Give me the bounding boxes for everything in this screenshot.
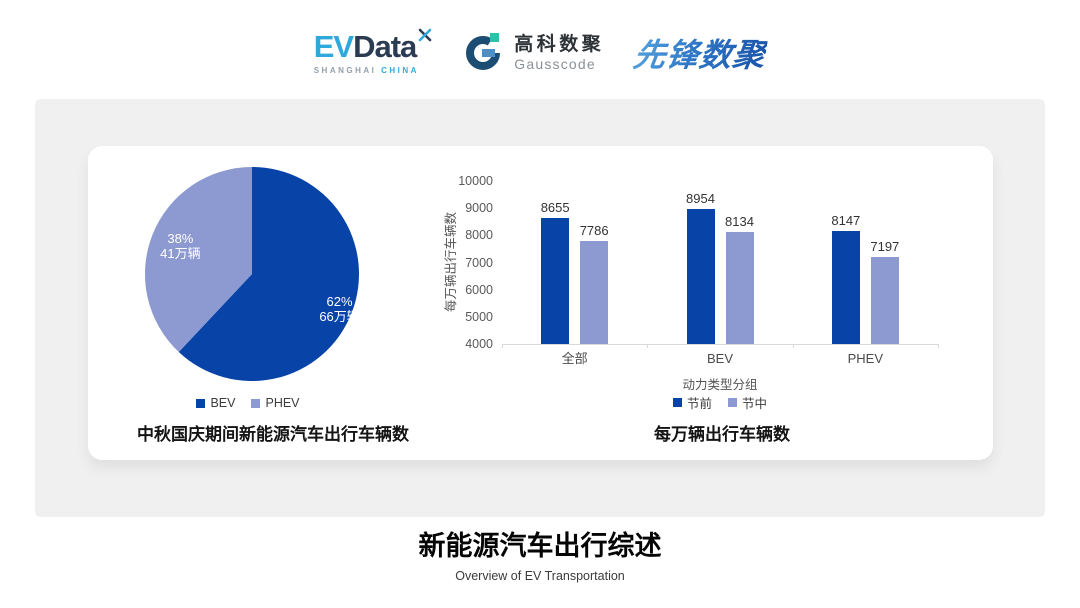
x-axis-line (502, 344, 939, 345)
y-tick-label: 6000 (465, 282, 493, 297)
bar-节中-全部 (580, 241, 609, 344)
legend-label: 节前 (686, 397, 712, 411)
legend-swatch (196, 398, 206, 408)
evdata-data-text: Data (353, 29, 417, 64)
pie-label-phev: 38% 41万辆 (160, 230, 201, 261)
gausscode-en-text: Gausscode (514, 55, 596, 72)
bar-legend: 节前 节中 (600, 393, 840, 412)
bar-节前-BEV (686, 209, 715, 344)
evdata-sub-right: CHINA (381, 66, 419, 75)
footer-subtitle: Overview of EV Transportation (455, 569, 625, 583)
category-label: PHEV (847, 351, 884, 366)
legend-item: 节中 (728, 393, 767, 412)
footer-title: 新能源汽车出行综述 (418, 531, 662, 561)
legend-swatch (251, 398, 261, 408)
bar-value-label: 7786 (579, 223, 609, 239)
evdata-ev-text: EV (313, 29, 354, 64)
axis-tick (647, 344, 649, 348)
gausscode-logo: 高科数聚 Gausscode (463, 30, 604, 77)
bar-chart-title: 每万辆出行车辆数 (654, 425, 790, 444)
evdata-logo: EV Data SHANGHAI CHINA (313, 28, 434, 75)
charts-card: BEV PHEV 中秋国庆期间新能源汽车出行车辆数 每万辆出行车辆数 动力类型分组… (88, 146, 993, 460)
y-tick-label: 8000 (465, 228, 493, 243)
pie-label-bev: 62% 66万辆 (319, 293, 360, 324)
y-tick-label: 10000 (458, 174, 493, 188)
axis-tick (502, 344, 503, 348)
pie-slice-phev (145, 167, 252, 352)
y-tick-label: 7000 (465, 255, 493, 270)
legend-item: PHEV (251, 396, 300, 410)
evdata-sub-left: SHANGHAI (313, 66, 377, 75)
bar-value-label: 8655 (540, 199, 570, 215)
legend-label: PHEV (265, 396, 300, 410)
pie-chart-title: 中秋国庆期间新能源汽车出行车辆数 (137, 425, 409, 444)
axis-tick (792, 344, 794, 348)
bar-value-label: 8134 (725, 213, 754, 229)
gausscode-cn-text: 高科数聚 (514, 34, 605, 56)
bar-value-label: 8954 (686, 191, 715, 207)
pie-legend: BEV PHEV (128, 396, 368, 410)
y-tick-label: 5000 (465, 309, 493, 324)
header-logos: EV Data SHANGHAI CHINA (0, 18, 1080, 88)
bar-节中-PHEV (870, 257, 899, 344)
pioneer-logo-text: 先锋数聚 (631, 30, 769, 76)
y-tick-label: 9000 (465, 201, 493, 216)
pie-slice-bev (178, 167, 359, 381)
bar-value-label: 8147 (831, 213, 861, 229)
y-tick-label: 4000 (465, 337, 493, 351)
legend-item: BEV (196, 396, 235, 410)
legend-swatch (672, 398, 682, 407)
legend-label: BEV (210, 396, 236, 410)
category-label: BEV (706, 351, 733, 366)
bar-节前-全部 (541, 217, 570, 344)
gausscode-g-icon (463, 30, 505, 77)
pie-chart (145, 167, 359, 381)
pinwheel-x-icon (417, 27, 433, 47)
axis-tick (938, 344, 939, 348)
legend-swatch (728, 398, 737, 407)
x-axis-label: 动力类型分组 (682, 378, 758, 392)
bar-节前-PHEV (831, 231, 860, 344)
category-label: 全部 (561, 351, 588, 366)
legend-item: 节前 (672, 393, 712, 412)
evdata-subtext: SHANGHAI CHINA (314, 66, 419, 75)
bar-value-label: 7197 (870, 239, 900, 255)
bar-节中-BEV (725, 231, 754, 344)
legend-label: 节中 (742, 397, 768, 411)
